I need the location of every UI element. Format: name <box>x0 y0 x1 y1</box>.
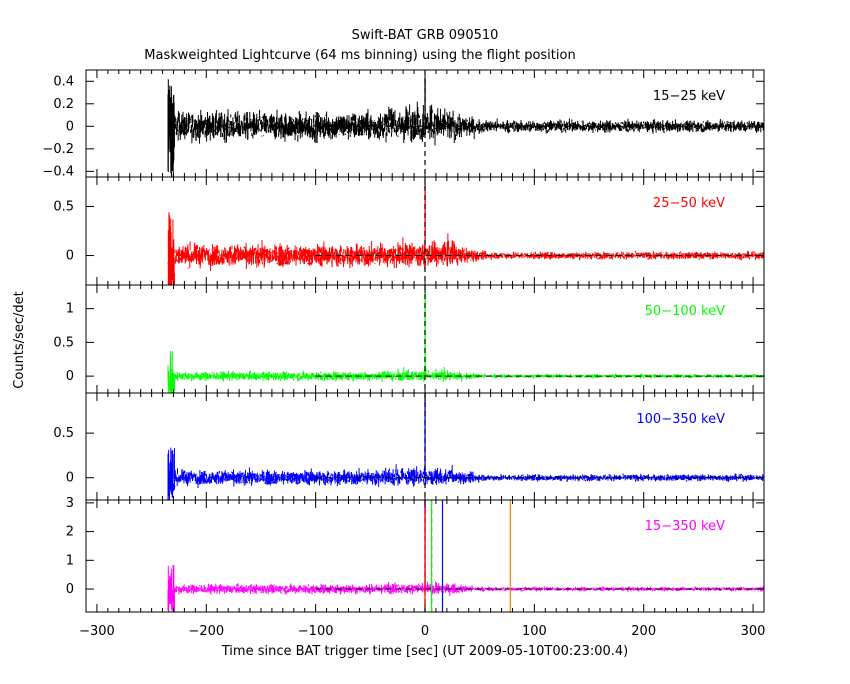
y-tick-label: 0 <box>66 582 74 597</box>
y-tick-label: 0.5 <box>53 335 74 350</box>
y-axis-label: Counts/sec/det <box>12 291 27 388</box>
series-trace <box>167 285 765 393</box>
series-trace <box>167 393 765 500</box>
panels-layer: −0.4 −0.2 0 0.2 0.4 15−25 keV 0 0.5 25−50 keV 0 0.… <box>42 69 765 639</box>
y-tick-label: 0 <box>66 369 74 384</box>
x-tick-label: 100 <box>522 624 547 639</box>
y-tick-label: 0 <box>66 471 74 486</box>
y-tick-label: 1 <box>66 302 74 317</box>
x-tick-label: −100 <box>298 624 334 639</box>
chart-title: Swift-BAT GRB 090510 <box>352 28 499 43</box>
panel-3: 0 0.5 1 50−100 keV <box>53 284 765 394</box>
band-label: 15−350 keV <box>645 519 725 534</box>
band-label: 50−100 keV <box>645 304 725 319</box>
y-tick-label: 1 <box>66 553 74 568</box>
panel-2: 0 0.5 25−50 keV <box>53 176 765 286</box>
band-label: 100−350 keV <box>636 412 725 427</box>
x-axis: −300 −200 −100 0 100 200 300 <box>79 624 765 639</box>
y-tick-label: 0.4 <box>53 74 74 89</box>
band-label: 25−50 keV <box>653 196 725 211</box>
y-tick-label: 0.5 <box>53 199 74 214</box>
x-tick-label: 0 <box>421 624 429 639</box>
y-tick-label: 0.2 <box>53 97 74 112</box>
x-tick-label: −300 <box>79 624 115 639</box>
x-tick-label: 200 <box>631 624 656 639</box>
x-axis-label: Time since BAT trigger time [sec] (UT 20… <box>221 644 628 659</box>
y-tick-label: 0.5 <box>53 426 74 441</box>
series-trace <box>167 500 765 612</box>
chart-subtitle: Maskweighted Lightcurve (64 ms binning) … <box>144 48 575 63</box>
x-tick-label: −200 <box>188 624 224 639</box>
y-tick-label: 0 <box>66 249 74 264</box>
panel-1: −0.4 −0.2 0 0.2 0.4 15−25 keV <box>42 69 765 179</box>
y-tick-label: −0.2 <box>42 142 74 157</box>
x-tick-label: 300 <box>741 624 766 639</box>
band-label: 15−25 keV <box>653 89 725 104</box>
y-tick-label: −0.4 <box>42 164 74 179</box>
panel-4: 0 0.5 100−350 keV <box>53 392 765 501</box>
y-tick-label: 2 <box>66 525 74 540</box>
y-tick-label: 0 <box>66 119 74 134</box>
y-tick-label: 3 <box>66 496 74 511</box>
panel-5: 0 1 2 3 15−350 keV <box>66 496 765 613</box>
